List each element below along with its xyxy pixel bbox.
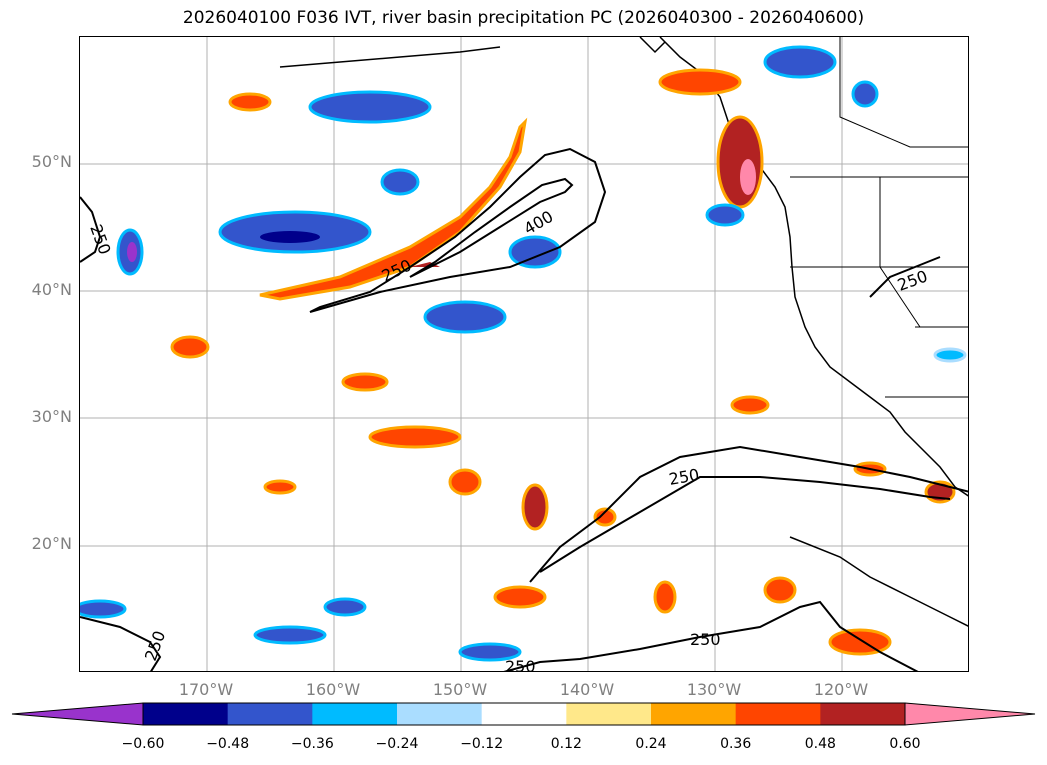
- ivt-contour-400: [409, 177, 574, 278]
- ivt-contour-250-east: [869, 256, 941, 298]
- pc-field-positive-2: [521, 483, 549, 531]
- pc-field-negative-4: [380, 168, 420, 196]
- colorbar-cell: [820, 703, 906, 725]
- ivt-contour-250-west: [80, 196, 102, 263]
- pc-field-positive-11: [493, 585, 547, 609]
- pc-field-positive-coast-core: [740, 159, 756, 195]
- colorbar-cell: [143, 703, 229, 725]
- colorbar-tick-label: −0.48: [206, 736, 250, 752]
- ivt-contours: [80, 147, 968, 671]
- colorbar-cell: [397, 703, 483, 725]
- pc-field-positive-5: [341, 372, 389, 392]
- lat-label-30: 30°N: [31, 407, 72, 426]
- pc-field-positive-main: [259, 117, 528, 301]
- contour-label-250-sw: 250: [141, 628, 169, 663]
- colorbar-tick-label: 0.36: [720, 736, 752, 752]
- pc-field-positive-1: [368, 425, 462, 449]
- lon-label-120w: 120°W: [813, 680, 869, 699]
- mexico-coast: [789, 536, 968, 627]
- lon-label-160w: 160°W: [305, 680, 361, 699]
- pc-field-negative-10: [323, 597, 367, 617]
- pc-field-positive-4: [170, 335, 210, 359]
- colorbar-frame: [142, 702, 906, 726]
- gridlines: [80, 37, 968, 671]
- pc-field-positive-15: [263, 479, 297, 495]
- pc-field-negative-7: [705, 203, 745, 227]
- ivt-contour-250-south: [503, 600, 919, 671]
- lon-label-170w: 170°W: [178, 680, 234, 699]
- colorbar-tick-label: 0.12: [550, 736, 582, 752]
- colorbar-tick-label: −0.12: [460, 736, 504, 752]
- map-canvas: 250 250 400 250 250 250 250 250: [80, 37, 968, 672]
- pc-field-positive-6: [730, 395, 770, 415]
- pc-field-positive-13: [653, 580, 677, 614]
- lon-label-150w: 150°W: [432, 680, 488, 699]
- pc-field-positive-north: [658, 68, 742, 96]
- state-border-2: [879, 177, 921, 328]
- pc-field-negative-5: [423, 300, 507, 334]
- lon-label-140w: 140°W: [559, 680, 615, 699]
- colorbar-cell: [481, 703, 567, 725]
- map-panel[interactable]: 250 250 400 250 250 250 250 250: [79, 36, 969, 672]
- negative-pc-fields: [80, 45, 967, 662]
- ivt-contour-250-sub-outer: [529, 445, 968, 583]
- pc-field-negative-13: [458, 642, 522, 662]
- contour-label-250-west: 250: [86, 222, 114, 257]
- borders: [790, 37, 968, 398]
- pc-field-negative-3-core: [127, 242, 137, 262]
- colorbar-extend-high: [904, 702, 1036, 726]
- lat-label-20: 20°N: [31, 534, 72, 553]
- pc-field-negative-2: [308, 90, 432, 124]
- colorbar: [11, 702, 1036, 726]
- pc-field-negative-9: [851, 80, 879, 108]
- pc-field-negative-12: [253, 625, 327, 645]
- colorbar-tick-label: 0.48: [804, 736, 836, 752]
- colorbar-cell: [735, 703, 821, 725]
- coastlines: [279, 37, 968, 627]
- colorbar-tick-label: −0.36: [290, 736, 334, 752]
- lat-label-50: 50°N: [31, 152, 72, 171]
- ivt-contour-250-sub-inner: [539, 476, 951, 573]
- colorbar-tick-label: 0.24: [635, 736, 667, 752]
- colorbar-tick-label: 0.60: [889, 736, 921, 752]
- pc-field-positive-3: [448, 468, 482, 496]
- colorbar-extend-low: [11, 702, 144, 726]
- pc-field-positive-10: [828, 628, 892, 656]
- lon-label-130w: 130°W: [686, 680, 742, 699]
- colorbar-cell: [227, 703, 313, 725]
- colorbar-tick-label: −0.60: [121, 736, 165, 752]
- canada-border: [839, 37, 968, 148]
- lat-label-40: 40°N: [31, 280, 72, 299]
- ivt-contour-250-sw: [80, 616, 162, 671]
- pc-field-positive-14: [228, 92, 272, 112]
- pc-field-negative-1-core: [260, 231, 320, 243]
- pc-field-positive-12: [593, 507, 617, 527]
- positive-pc-fields: [170, 68, 956, 656]
- aleutian-coast: [279, 46, 501, 68]
- pc-field-positive-coast: [716, 115, 764, 209]
- colorbar-cell: [566, 703, 652, 725]
- west-coast: [659, 37, 968, 497]
- colorbar-tick-label: −0.24: [375, 736, 419, 752]
- colorbar-cell: [651, 703, 737, 725]
- map-title: 2026040100 F036 IVT, river basin precipi…: [182, 8, 865, 28]
- pc-field-negative-11: [80, 599, 127, 619]
- ivt-contour-250-main: [309, 147, 607, 313]
- pc-field-positive-7: [763, 576, 797, 604]
- pc-field-negative-6: [508, 235, 562, 269]
- pc-field-negative-8: [763, 45, 837, 79]
- contour-label-250-bottom: 250: [505, 657, 536, 672]
- colorbar-cells: [11, 702, 1036, 726]
- pc-field-negative-14: [933, 347, 967, 363]
- contour-label-250-sub: 250: [667, 465, 700, 489]
- colorbar-cell: [312, 703, 398, 725]
- contour-label-250-south: 250: [690, 630, 721, 649]
- alaska-coast: [639, 37, 666, 54]
